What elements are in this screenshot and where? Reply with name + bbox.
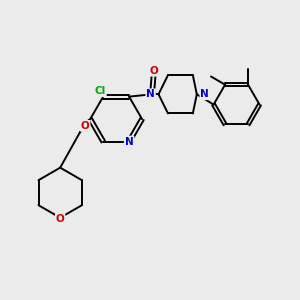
Text: O: O [81, 121, 90, 131]
Text: O: O [149, 66, 158, 76]
Text: N: N [125, 136, 134, 146]
Text: N: N [200, 89, 209, 99]
Text: Cl: Cl [94, 86, 106, 96]
Text: N: N [146, 89, 155, 99]
Text: O: O [56, 214, 64, 224]
